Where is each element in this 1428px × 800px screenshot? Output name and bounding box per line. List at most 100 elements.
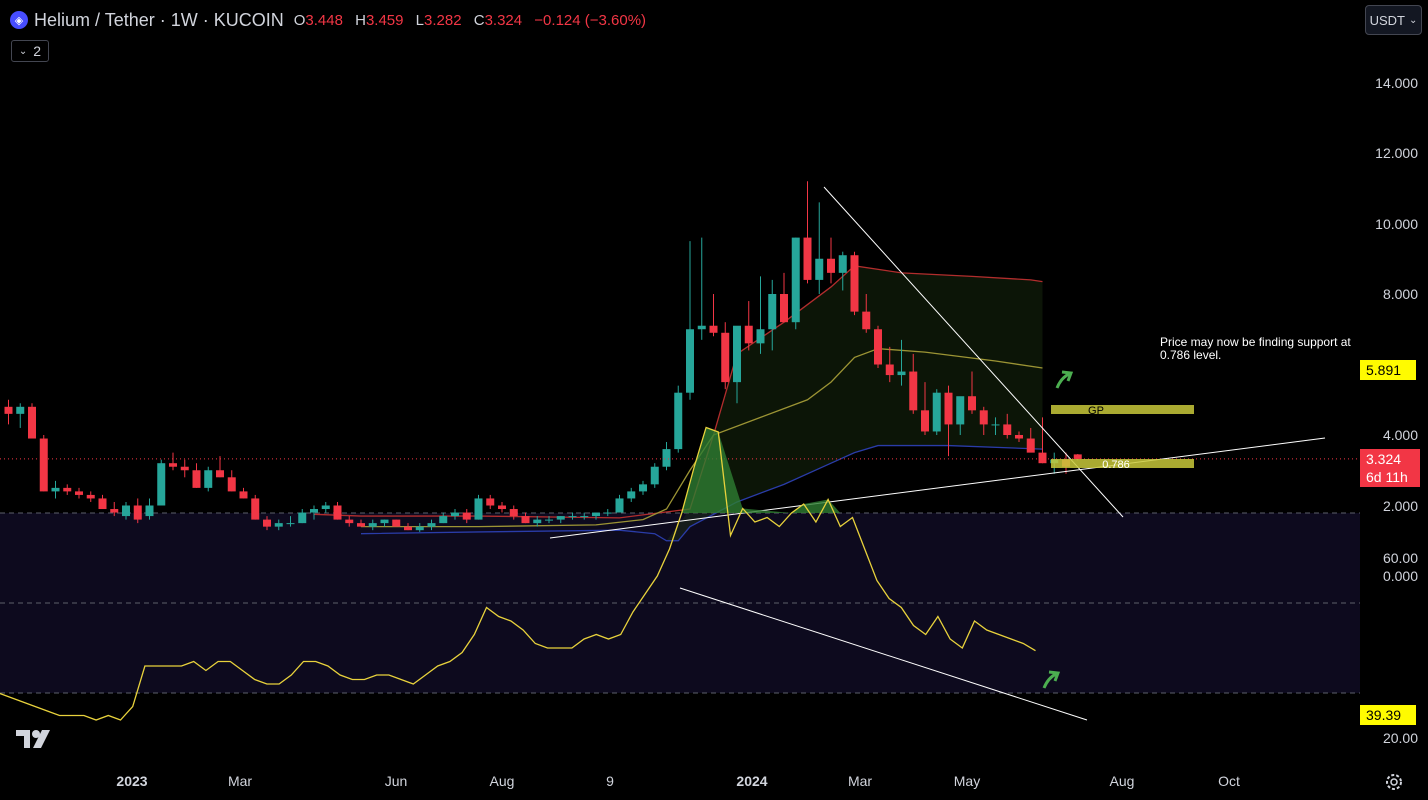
candle-body	[110, 509, 119, 513]
candle-body	[897, 371, 906, 376]
candle-body	[192, 470, 201, 488]
high-value: 3.459	[365, 11, 404, 29]
candle-body	[439, 516, 448, 524]
bar-countdown: 6d 11h	[1366, 469, 1408, 485]
candle-body	[885, 364, 894, 376]
chart-header: ◈ Helium / Tether · 1W · KUCOIN O3.448 H…	[10, 8, 654, 32]
candle-body	[932, 392, 941, 432]
arrow-stroke	[1042, 672, 1057, 689]
candle-body	[1003, 424, 1012, 435]
symbol-title[interactable]: Helium / Tether · 1W · KUCOIN	[34, 9, 284, 30]
change-value: −0.124 (−3.60%)	[534, 11, 647, 29]
time-axis-tick: Aug	[489, 773, 515, 789]
candle-body	[86, 494, 95, 499]
candle-body	[838, 255, 847, 273]
arrow-head	[1061, 370, 1074, 382]
ma-band-fill	[666, 265, 1043, 541]
candle-body	[521, 516, 530, 524]
candle-body	[1038, 452, 1047, 464]
ma-blue-line	[360, 444, 1043, 542]
rsi-axis-tick: 60.00	[1382, 550, 1418, 566]
candle-body	[1026, 438, 1035, 453]
candle-body	[921, 410, 929, 432]
price-axis-tick: 4.000	[1382, 427, 1418, 443]
candle-body	[650, 466, 659, 485]
candle-body	[310, 509, 318, 513]
candle-body	[686, 329, 694, 393]
candle-body	[662, 449, 671, 467]
rsi-value: 39.39	[1366, 707, 1402, 723]
candle-body	[827, 258, 835, 273]
time-axis-tick: 2024	[736, 773, 768, 789]
candle-body	[509, 509, 518, 517]
indicators-toggle-button[interactable]: ⌄ 2	[11, 40, 49, 62]
open-label: O	[293, 11, 306, 29]
candle-body	[63, 487, 72, 492]
candle-body	[333, 505, 342, 520]
support-note-line-1: Price may now be finding support at	[1160, 335, 1351, 349]
candle-body	[98, 498, 107, 510]
support-note[interactable]: Price may now be finding support at 0.78…	[1160, 336, 1351, 362]
candle-body	[180, 466, 189, 471]
candle-body	[204, 470, 213, 488]
candle-body	[39, 438, 48, 492]
candle-body	[1073, 454, 1082, 459]
price-axis-tick: 2.000	[1382, 497, 1418, 514]
chevron-down-icon: ⌄	[18, 45, 28, 57]
rsi-overbought-fill	[669, 427, 841, 513]
price-axis-tick: 0.000	[1382, 568, 1418, 584]
candle-body	[803, 237, 812, 280]
candle-body	[1015, 435, 1023, 439]
candle-body	[133, 505, 142, 520]
candle-body	[674, 392, 683, 450]
candle-body	[145, 505, 154, 517]
gp-zone	[1051, 405, 1194, 414]
candle-body	[427, 523, 436, 527]
price-axis-tick: 10.000	[1375, 215, 1418, 232]
candle-body	[404, 526, 412, 531]
time-axis-tick: Mar	[847, 773, 873, 789]
tradingview-logo-icon[interactable]	[14, 726, 54, 752]
candle-body	[756, 329, 765, 344]
ma-yellow-line	[361, 347, 1043, 528]
up-arrow-icon	[1055, 370, 1074, 389]
settings-gear-icon[interactable]	[1384, 772, 1404, 792]
low-value: 3.282	[424, 11, 462, 29]
candle-body	[615, 498, 624, 513]
currency-select[interactable]: USDT ⌄	[1365, 5, 1422, 35]
candle-body	[263, 519, 271, 527]
candle-body	[850, 255, 859, 312]
candle-body	[392, 519, 401, 527]
candle-body	[697, 325, 706, 330]
rsi-line	[0, 426, 1036, 721]
candle-body	[345, 519, 354, 524]
candle-body	[486, 498, 495, 506]
fib-zone-label: 0.786	[1102, 459, 1130, 471]
candle-body	[51, 487, 60, 492]
candle-body	[274, 523, 283, 527]
last-price-tag: 3.324 6d 11h	[1360, 449, 1420, 487]
time-axis-tick: 9	[606, 773, 614, 789]
candle-body	[603, 512, 612, 514]
candle-body	[415, 526, 424, 531]
candle-body	[474, 498, 483, 520]
candle-body	[239, 491, 248, 499]
candle-body	[780, 294, 788, 323]
candle-body	[979, 410, 988, 425]
price-axis-tick: 8.000	[1382, 286, 1418, 302]
time-axis-tick: Aug	[1109, 773, 1135, 789]
rsi-axis-tick: 20.00	[1382, 730, 1418, 746]
candle-body	[639, 484, 647, 492]
candle-body	[956, 396, 965, 425]
price-axis-tick: 14.000	[1375, 74, 1418, 91]
chevron-down-icon: ⌄	[1409, 14, 1418, 26]
open-value: 3.448	[305, 11, 343, 29]
candle-body	[568, 516, 577, 518]
ma-value-tag: 5.891	[1360, 360, 1416, 380]
helium-logo-icon: ◈	[10, 11, 28, 29]
time-axis-tick: Oct	[1218, 773, 1240, 789]
support-note-line-2: 0.786 level.	[1160, 348, 1222, 362]
candle-body	[592, 512, 600, 517]
candle-body	[380, 519, 389, 524]
